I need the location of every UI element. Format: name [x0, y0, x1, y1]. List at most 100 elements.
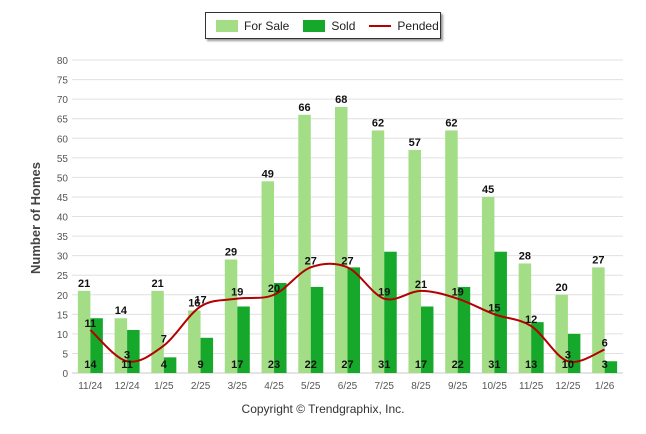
- bar-sold: [163, 357, 177, 373]
- y-tick-label: 50: [57, 173, 69, 184]
- y-tick-label: 10: [57, 330, 69, 341]
- for-sale-value-label: 27: [592, 254, 604, 266]
- bar-for-sale: [481, 196, 495, 373]
- legend-item-for-sale[interactable]: For Sale: [216, 19, 289, 33]
- y-tick-label: 45: [57, 193, 69, 204]
- for-sale-swatch-icon: [216, 19, 238, 32]
- x-tick-label: 11/25: [519, 381, 544, 392]
- sold-value-label: 22: [305, 359, 317, 371]
- pended-value-label: 3: [124, 349, 130, 361]
- for-sale-value-label: 68: [335, 94, 347, 106]
- pended-value-label: 19: [378, 287, 390, 299]
- bar-sold: [200, 337, 214, 373]
- sold-value-label: 14: [84, 359, 97, 371]
- bar-sold: [274, 283, 287, 373]
- x-tick-label: 9/25: [448, 381, 468, 392]
- bar-for-sale: [592, 267, 605, 373]
- y-tick-label: 25: [57, 271, 69, 282]
- data-labels: 21 14 14 11 21 4 16 9 29 17 49 23 66 22 68 27 62 31 57 17 6 2…: [78, 94, 608, 371]
- x-tick-label: 3/25: [228, 381, 248, 392]
- bar-sold: [237, 306, 250, 373]
- sold-value-label: 22: [452, 359, 464, 371]
- for-sale-value-label: 20: [556, 282, 568, 294]
- pended-value-label: 19: [452, 287, 464, 299]
- bar-for-sale: [261, 181, 275, 373]
- for-sale-value-label: 14: [115, 305, 128, 317]
- pended-value-label: 6: [602, 338, 608, 350]
- sold-value-label: 27: [341, 359, 353, 371]
- bar-for-sale: [445, 130, 458, 373]
- x-tick-label: 12/24: [115, 381, 140, 392]
- y-tick-label: 40: [57, 213, 69, 224]
- pended-value-label: 3: [565, 349, 571, 361]
- bar-sold: [384, 251, 397, 373]
- bar-sold: [347, 267, 360, 373]
- x-tick-label: 6/25: [338, 381, 358, 392]
- y-tick-label: 15: [57, 310, 69, 321]
- bar-for-sale: [188, 310, 201, 373]
- sold-value-label: 4: [161, 359, 168, 371]
- legend-for-sale-label: For Sale: [244, 18, 290, 33]
- for-sale-value-label: 16: [188, 297, 200, 309]
- for-sale-value-label: 29: [225, 247, 237, 259]
- pended-value-label: 15: [488, 302, 500, 314]
- pended-value-label: 20: [268, 283, 280, 295]
- y-tick-label: 60: [57, 134, 69, 145]
- y-tick-label: 55: [57, 154, 69, 165]
- sold-value-label: 31: [378, 359, 390, 371]
- x-tick-label: 11/24: [78, 381, 103, 392]
- y-tick-label: 0: [62, 369, 68, 380]
- pended-value-label: 27: [341, 255, 353, 267]
- bar-for-sale: [224, 259, 238, 373]
- for-sale-value-label: 62: [445, 117, 457, 129]
- pended-value-label: 17: [194, 294, 206, 306]
- bar-sold: [604, 361, 618, 373]
- pended-value-label: 27: [305, 255, 317, 267]
- y-tick-label: 5: [62, 349, 68, 360]
- sold-value-label: 17: [415, 359, 427, 371]
- sold-value-label: 9: [198, 359, 204, 371]
- x-tick-label: 12/25: [555, 381, 580, 392]
- bar-sold: [310, 286, 324, 373]
- legend-sold-label: Sold: [331, 18, 356, 33]
- pended-value-label: 11: [85, 318, 97, 330]
- x-axis-ticks: 11/24 12/24 1/25 2/25 3/25 4/25 5/25 6/25 7/25 8/…: [78, 381, 615, 392]
- pended-value-label: 19: [231, 287, 243, 299]
- legend-item-sold[interactable]: Sold: [303, 19, 355, 33]
- for-sale-value-label: 28: [519, 250, 531, 262]
- sold-value-label: 3: [602, 359, 608, 371]
- for-sale-value-label: 66: [298, 102, 310, 114]
- pended-value-label: 21: [415, 279, 427, 291]
- x-tick-label: 1/25: [154, 381, 174, 392]
- sold-value-label: 10: [562, 359, 574, 371]
- sold-swatch-icon: [303, 19, 326, 32]
- y-tick-label: 70: [57, 95, 69, 106]
- pended-line: [89, 262, 606, 363]
- legend: For Sale Sold Pended: [205, 12, 441, 39]
- x-tick-label: 4/25: [264, 381, 284, 392]
- for-sale-value-label: 49: [262, 168, 274, 180]
- sold-value-label: 13: [525, 359, 537, 371]
- x-tick-label: 7/25: [374, 381, 394, 392]
- for-sale-value-label: 21: [151, 278, 163, 290]
- pended-line-icon: [369, 24, 392, 27]
- sold-value-label: 31: [488, 359, 500, 371]
- bar-sold: [494, 251, 507, 373]
- y-tick-label: 30: [57, 252, 69, 263]
- for-sale-value-label: 57: [409, 137, 421, 149]
- y-tick-label: 75: [57, 76, 69, 87]
- bar-sold: [420, 306, 434, 373]
- bar-sold: [457, 286, 471, 373]
- sold-value-label: 23: [268, 359, 280, 371]
- copyright-text: Copyright © Trendgraphix, Inc.: [241, 402, 405, 416]
- y-axis-label: Number of Homes: [28, 162, 43, 274]
- for-sale-value-label: 21: [78, 278, 90, 290]
- bar-for-sale: [371, 130, 385, 373]
- legend-pended-label: Pended: [397, 18, 439, 33]
- x-tick-label: 1/26: [595, 381, 615, 392]
- x-tick-label: 8/25: [411, 381, 431, 392]
- y-tick-label: 35: [57, 232, 69, 243]
- bar-for-sale: [77, 290, 91, 373]
- legend-item-pended[interactable]: Pended: [369, 18, 439, 33]
